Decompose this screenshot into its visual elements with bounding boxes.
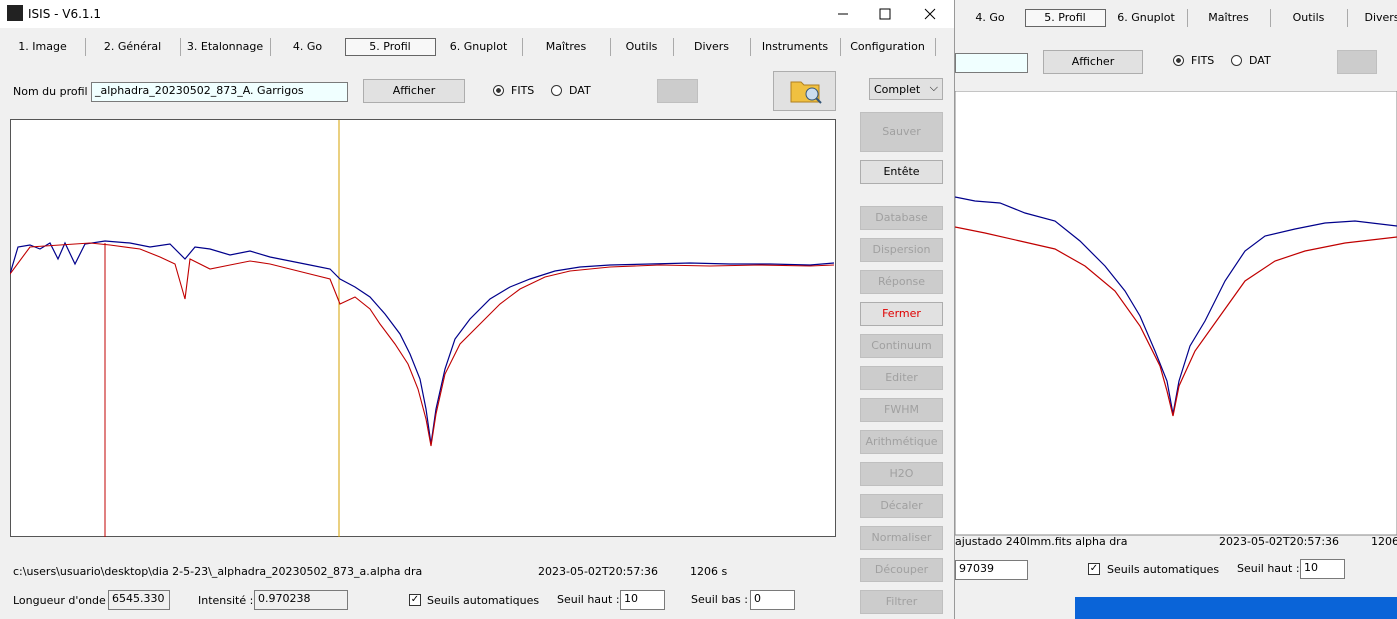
tab[interactable]: Maîtres [522,38,611,56]
window-title: ISIS - V6.1.1 [28,7,102,21]
bg-tab[interactable]: Divers [1347,9,1397,27]
bg-file: ajustado 240lmm.fits alpha dra [955,535,1128,548]
bg-plot-area [955,91,1397,536]
side-button[interactable]: Décaler [860,494,943,518]
mode-value: Complet [874,83,921,96]
wavelength-label: Longueur d'onde : [13,594,114,607]
radio-fits[interactable] [493,85,504,96]
tab[interactable]: 1. Image [0,38,86,56]
intensity-label: Intensité : [198,594,254,607]
status-exposure: 1206 s [690,565,728,578]
afficher-button[interactable]: Afficher [363,79,465,103]
tab[interactable]: 4. Go [270,38,346,56]
low-label: Seuil bas : [691,593,748,606]
status-object: alpha dra [370,565,423,578]
side-button[interactable]: H2O [860,462,943,486]
bg-high[interactable]: 10 [1300,559,1345,579]
side-button[interactable]: Continuum [860,334,943,358]
bg-radio-dat[interactable] [1231,55,1242,66]
dat-label: DAT [569,84,591,97]
side-button[interactable]: Sauver [860,112,943,152]
auto-check[interactable]: ✓ [409,594,421,606]
folder-button[interactable] [773,71,836,111]
tab[interactable]: Outils [610,38,674,56]
radio-dat[interactable] [551,85,562,96]
low-field[interactable]: 0 [750,590,795,610]
bg-high-label: Seuil haut : [1237,562,1300,575]
plot-area [10,119,836,537]
bg-copy[interactable] [1337,50,1377,74]
tab[interactable]: 3. Etalonnage [180,38,271,56]
window-controls[interactable] [820,0,954,28]
copy-button[interactable] [657,79,698,103]
side-button[interactable]: Filtrer [860,590,943,614]
high-label: Seuil haut : [557,593,620,606]
app-icon [7,5,23,21]
bg-check[interactable]: ✓ [1088,563,1100,575]
background-window: 4. Go 5. Profil 6. Gnuplot Maîtres Outils Div… [955,0,1397,619]
side-button[interactable]: Normaliser [860,526,943,550]
bg-blue-spectrum [955,196,1397,415]
auto-label: Seuils automatiques [427,594,540,607]
tab[interactable]: 2. Général [85,38,181,56]
bg-fits: FITS [1191,54,1215,67]
tab[interactable]: Instruments [750,38,841,56]
side-button[interactable]: Editer [860,366,943,390]
bg-afficher[interactable]: Afficher [1043,50,1143,74]
tabs: 1. Image 2. Général 3. Etalonnage 4. Go 5. P… [0,38,954,60]
profile-label: Nom du profil : [13,85,95,98]
spectrum-plot [10,119,836,537]
side-buttons: Sauver Entête Database Dispersion Réponse Fer… [860,112,944,619]
side-button[interactable]: Dispersion [860,238,943,262]
high-field[interactable]: 10 [620,590,665,610]
side-button[interactable]: Entête [860,160,943,184]
status-path: c:\users\usuario\desktop\dia 2-5-23\_alp… [13,565,369,578]
side-button[interactable]: Fermer [860,302,943,326]
side-button[interactable]: Découper [860,558,943,582]
bg-intensity: 97039 [955,560,1028,580]
mode-arrow: ⌵ [929,81,938,94]
bg-tab[interactable]: 5. Profil [1025,9,1106,27]
tab[interactable]: 6. Gnuplot [435,38,523,56]
intensity-field: 0.970238 [254,590,348,610]
side-button[interactable]: FWHM [860,398,943,422]
tab[interactable]: 5. Profil [345,38,436,56]
wavelength-field: 6545.330 [108,590,170,610]
taskbar [1075,597,1397,619]
bg-tab[interactable]: 6. Gnuplot [1105,9,1188,27]
bg-red-spectrum [955,226,1397,417]
bg-tab[interactable]: 4. Go [955,9,1026,27]
bg-tab[interactable]: Maîtres [1187,9,1271,27]
red-spectrum [10,242,835,447]
main-window: ISIS - V6.1.1 1. Image 2. Général 3. Etalo… [0,0,955,619]
bg-radio-fits[interactable] [1173,55,1184,66]
blue-spectrum [10,240,835,445]
title-bar [0,0,954,28]
bg-auto: Seuils automatiques [1107,563,1220,576]
bg-tab[interactable]: Outils [1270,9,1348,27]
side-button[interactable]: Database [860,206,943,230]
bg-dat: DAT [1249,54,1271,67]
bg-tabs: 4. Go 5. Profil 6. Gnuplot Maîtres Outils Div… [955,9,1397,29]
status-date: 2023-05-02T20:57:36 [538,565,659,578]
side-button[interactable]: Réponse [860,270,943,294]
bg-exposure: 1206 [1371,535,1397,548]
tab[interactable]: Configuration [840,38,936,56]
tab[interactable]: Divers [673,38,751,56]
fits-label: FITS [511,84,535,97]
side-button[interactable]: Arithmétique [860,430,943,454]
mode-select[interactable]: Complet ⌵ [869,78,943,100]
folder-icon [790,81,822,104]
profile-input[interactable]: _alphadra_20230502_873_A. Garrigos [91,82,348,102]
bg-plot [955,91,1397,536]
bg-input [955,53,1028,73]
bg-date: 2023-05-02T20:57:36 [1219,535,1340,548]
